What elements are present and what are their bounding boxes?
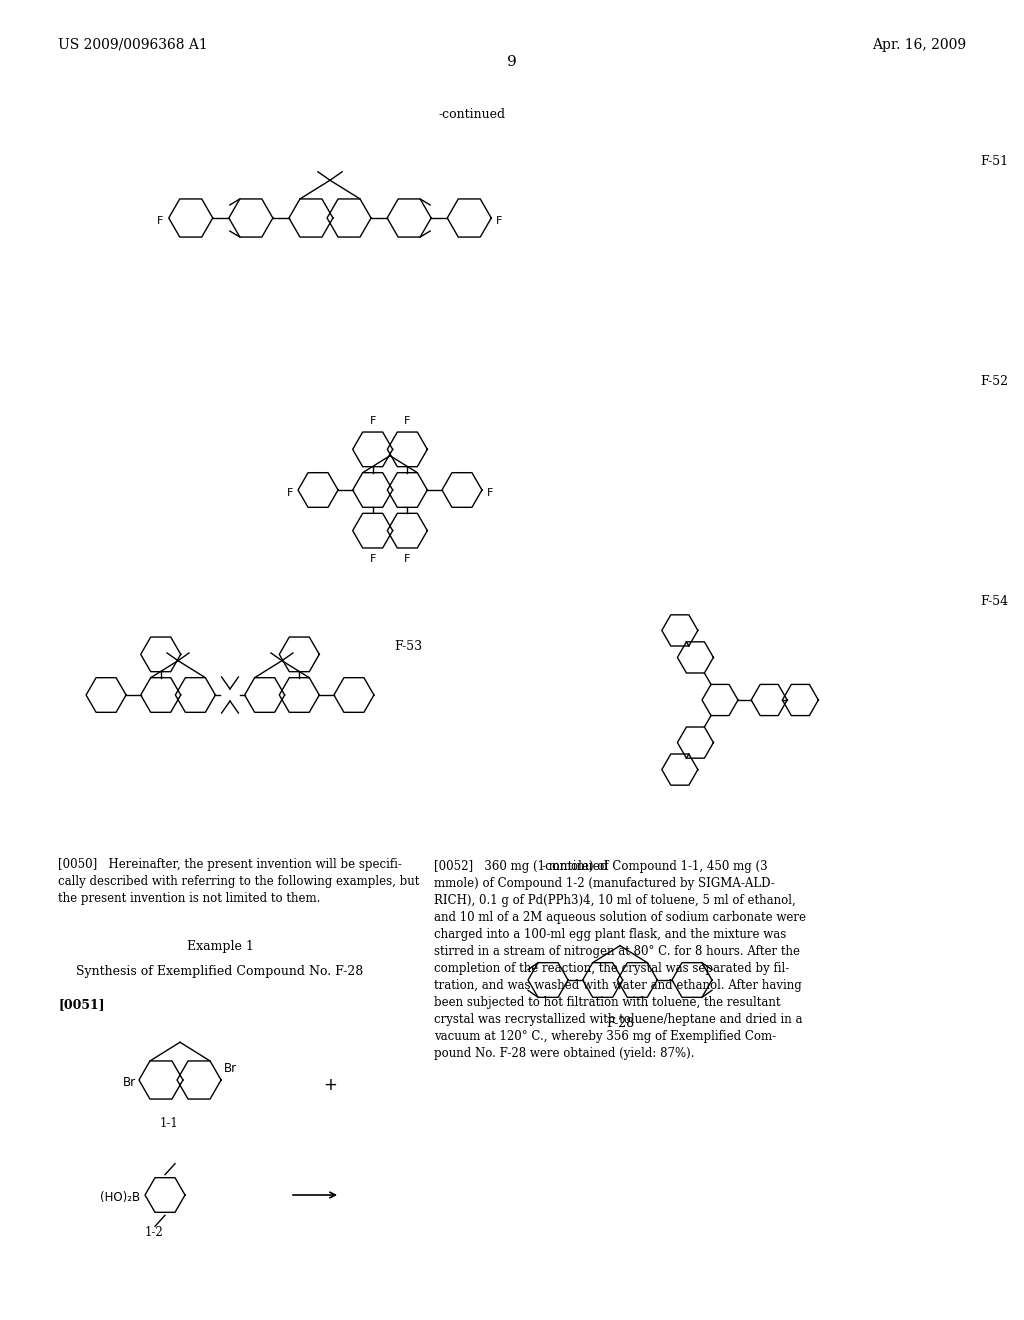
Text: F-51: F-51: [980, 154, 1008, 168]
Text: Apr. 16, 2009: Apr. 16, 2009: [871, 38, 966, 51]
Text: F: F: [158, 216, 164, 226]
Text: +: +: [323, 1076, 337, 1094]
Text: (HO)₂B: (HO)₂B: [100, 1192, 140, 1204]
Text: -continued: -continued: [542, 861, 608, 873]
Text: [0052]   360 mg (1 mmole) of Compound 1-1, 450 mg (3
mmole) of Compound 1-2 (man: [0052] 360 mg (1 mmole) of Compound 1-1,…: [434, 861, 806, 1060]
Text: F: F: [287, 488, 293, 498]
Text: Br: Br: [224, 1063, 238, 1076]
Text: -continued: -continued: [438, 108, 506, 121]
Text: 9: 9: [507, 55, 517, 69]
Text: US 2009/0096368 A1: US 2009/0096368 A1: [58, 38, 208, 51]
Text: [0050]   Hereinafter, the present invention will be specifi-
cally described wit: [0050] Hereinafter, the present inventio…: [58, 858, 420, 906]
Text: F-52: F-52: [980, 375, 1008, 388]
Text: Example 1: Example 1: [186, 940, 253, 953]
Text: F: F: [370, 554, 376, 564]
Text: Synthesis of Exemplified Compound No. F-28: Synthesis of Exemplified Compound No. F-…: [77, 965, 364, 978]
Text: F: F: [404, 416, 411, 426]
Text: F: F: [497, 216, 503, 226]
Text: [0051]: [0051]: [58, 998, 104, 1011]
Text: F: F: [370, 416, 376, 426]
Text: F-28: F-28: [606, 1018, 634, 1031]
Text: F-54: F-54: [980, 595, 1008, 609]
Text: F: F: [404, 554, 411, 564]
Text: F: F: [487, 488, 494, 498]
Text: 1-1: 1-1: [160, 1117, 179, 1130]
Text: Br: Br: [123, 1077, 136, 1089]
Text: F-53: F-53: [394, 640, 422, 653]
Text: 1-2: 1-2: [145, 1226, 164, 1239]
